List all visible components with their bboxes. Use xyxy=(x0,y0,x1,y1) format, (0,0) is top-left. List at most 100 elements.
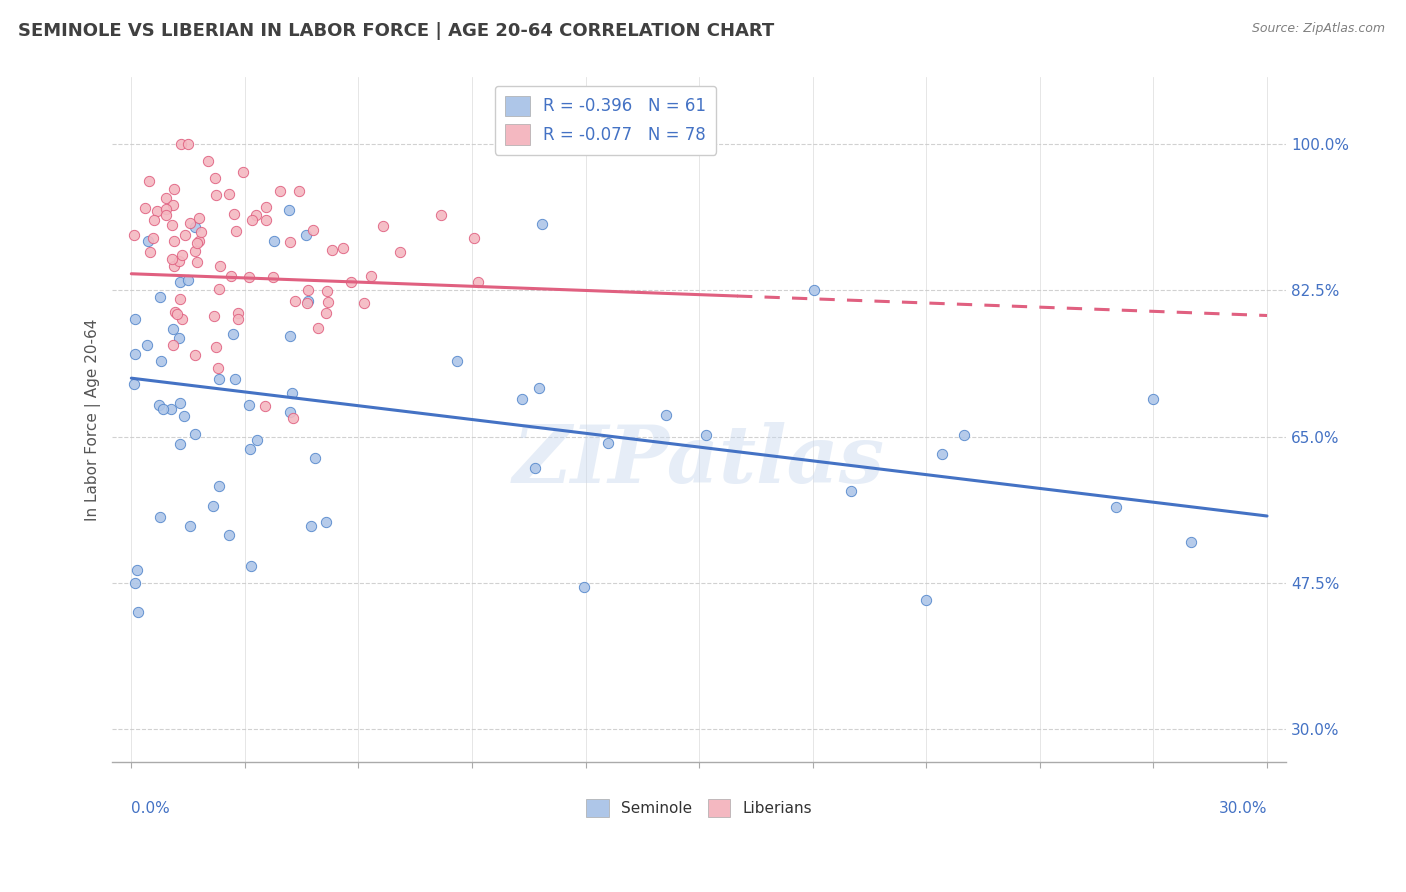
Point xyxy=(269,184,291,198)
Point xyxy=(222,207,245,221)
Point xyxy=(122,376,145,391)
Point xyxy=(304,451,326,466)
Point xyxy=(187,211,209,226)
Point xyxy=(149,510,172,524)
Text: SEMINOLE VS LIBERIAN IN LABOR FORCE | AGE 20-64 CORRELATION CHART: SEMINOLE VS LIBERIAN IN LABOR FORCE | AG… xyxy=(18,22,775,40)
Point xyxy=(301,223,323,237)
Point xyxy=(124,347,146,361)
Point xyxy=(803,283,825,297)
Point xyxy=(186,235,208,250)
Point xyxy=(125,563,148,577)
Point xyxy=(224,371,246,385)
Point xyxy=(297,294,319,309)
Point xyxy=(124,575,146,590)
Point xyxy=(321,243,343,257)
Point xyxy=(239,442,262,456)
Point xyxy=(190,225,212,239)
Point xyxy=(524,460,547,475)
Point xyxy=(167,331,190,345)
Point xyxy=(162,197,184,211)
Point xyxy=(510,392,533,406)
Legend: Seminole, Liberians: Seminole, Liberians xyxy=(579,792,818,823)
Point xyxy=(278,328,301,343)
Point xyxy=(315,285,337,299)
Point xyxy=(218,187,240,202)
Point xyxy=(179,216,201,230)
Point xyxy=(278,405,301,419)
Point xyxy=(208,282,231,296)
Point xyxy=(172,248,194,262)
Point xyxy=(169,275,191,289)
Point xyxy=(931,446,953,460)
Point xyxy=(145,204,167,219)
Point xyxy=(245,208,267,222)
Point xyxy=(1104,500,1126,515)
Point xyxy=(254,213,277,227)
Point xyxy=(222,326,245,341)
Point xyxy=(208,478,231,492)
Point xyxy=(219,269,242,284)
Text: 30.0%: 30.0% xyxy=(1219,801,1267,816)
Point xyxy=(172,312,194,326)
Point xyxy=(149,290,172,304)
Point xyxy=(166,308,188,322)
Point xyxy=(389,245,412,260)
Point xyxy=(253,400,276,414)
Point xyxy=(238,398,260,412)
Point xyxy=(315,305,337,319)
Point xyxy=(655,408,678,422)
Point xyxy=(284,293,307,308)
Point xyxy=(467,276,489,290)
Point xyxy=(278,202,301,217)
Point xyxy=(184,219,207,234)
Point xyxy=(446,354,468,368)
Point xyxy=(430,207,453,221)
Point xyxy=(177,137,200,152)
Point xyxy=(163,305,186,319)
Point xyxy=(142,213,165,227)
Point xyxy=(197,153,219,168)
Text: 0.0%: 0.0% xyxy=(131,801,170,816)
Point xyxy=(163,234,186,248)
Point xyxy=(124,227,146,242)
Point xyxy=(373,219,395,234)
Text: Source: ZipAtlas.com: Source: ZipAtlas.com xyxy=(1251,22,1385,36)
Point xyxy=(142,231,165,245)
Point xyxy=(315,515,337,529)
Point xyxy=(915,593,938,607)
Point xyxy=(201,500,224,514)
Point xyxy=(205,341,228,355)
Point xyxy=(527,381,550,395)
Point xyxy=(353,296,375,310)
Point xyxy=(173,228,195,243)
Point xyxy=(228,311,250,326)
Point xyxy=(138,174,160,188)
Point xyxy=(281,411,304,425)
Point xyxy=(1180,534,1202,549)
Point xyxy=(288,184,311,198)
Point xyxy=(232,164,254,178)
Point xyxy=(572,580,595,594)
Point xyxy=(184,348,207,362)
Point xyxy=(184,244,207,258)
Point xyxy=(225,224,247,238)
Point xyxy=(160,252,183,266)
Point xyxy=(169,396,191,410)
Point xyxy=(173,409,195,423)
Point xyxy=(208,372,231,386)
Point xyxy=(207,361,229,376)
Point xyxy=(155,202,177,217)
Point xyxy=(152,401,174,416)
Y-axis label: In Labor Force | Age 20-64: In Labor Force | Age 20-64 xyxy=(86,318,101,521)
Point xyxy=(124,312,146,326)
Point xyxy=(179,519,201,533)
Point xyxy=(155,209,177,223)
Point xyxy=(316,294,339,309)
Point xyxy=(160,401,183,416)
Point xyxy=(155,191,177,205)
Point xyxy=(246,433,269,447)
Point xyxy=(135,338,157,352)
Point xyxy=(1142,392,1164,406)
Point xyxy=(295,295,318,310)
Point xyxy=(139,244,162,259)
